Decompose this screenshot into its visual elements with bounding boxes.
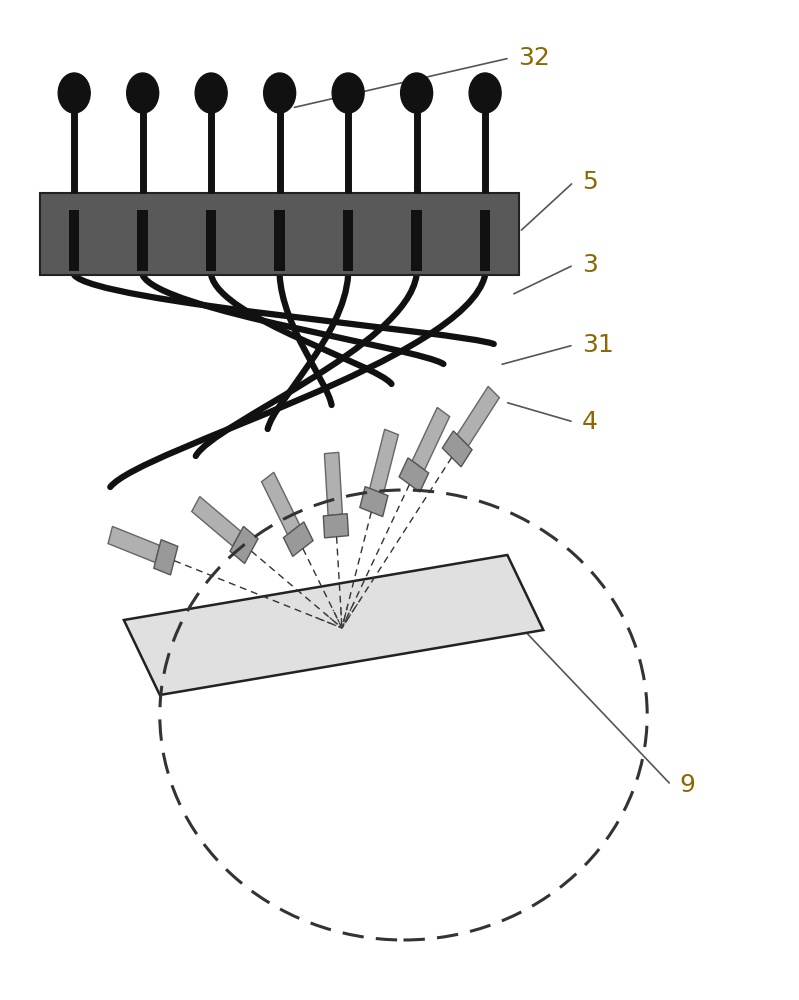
Polygon shape xyxy=(412,407,450,470)
Bar xyxy=(40,193,519,275)
Text: 32: 32 xyxy=(518,46,550,70)
Text: 3: 3 xyxy=(582,253,598,277)
Circle shape xyxy=(195,73,227,113)
Polygon shape xyxy=(443,431,472,467)
Bar xyxy=(343,210,353,271)
Polygon shape xyxy=(457,386,499,446)
Text: 9: 9 xyxy=(679,773,695,797)
Circle shape xyxy=(469,73,501,113)
Circle shape xyxy=(400,73,432,113)
Bar xyxy=(137,210,148,271)
Polygon shape xyxy=(192,497,240,546)
Text: 5: 5 xyxy=(582,170,598,194)
Text: 31: 31 xyxy=(582,333,614,357)
Polygon shape xyxy=(261,472,300,535)
Polygon shape xyxy=(370,429,399,494)
Polygon shape xyxy=(399,458,429,492)
Polygon shape xyxy=(284,522,313,556)
Bar xyxy=(69,210,79,271)
Polygon shape xyxy=(360,487,388,517)
Bar xyxy=(480,210,491,271)
Bar xyxy=(206,210,217,271)
Polygon shape xyxy=(153,540,178,575)
Circle shape xyxy=(264,73,296,113)
Circle shape xyxy=(127,73,159,113)
Text: 4: 4 xyxy=(582,410,598,434)
Polygon shape xyxy=(324,514,348,538)
Polygon shape xyxy=(124,555,543,695)
Polygon shape xyxy=(230,526,258,564)
Polygon shape xyxy=(108,526,160,563)
Bar xyxy=(411,210,422,271)
Circle shape xyxy=(58,73,90,113)
Circle shape xyxy=(332,73,364,113)
Polygon shape xyxy=(324,452,343,515)
Bar xyxy=(275,210,285,271)
